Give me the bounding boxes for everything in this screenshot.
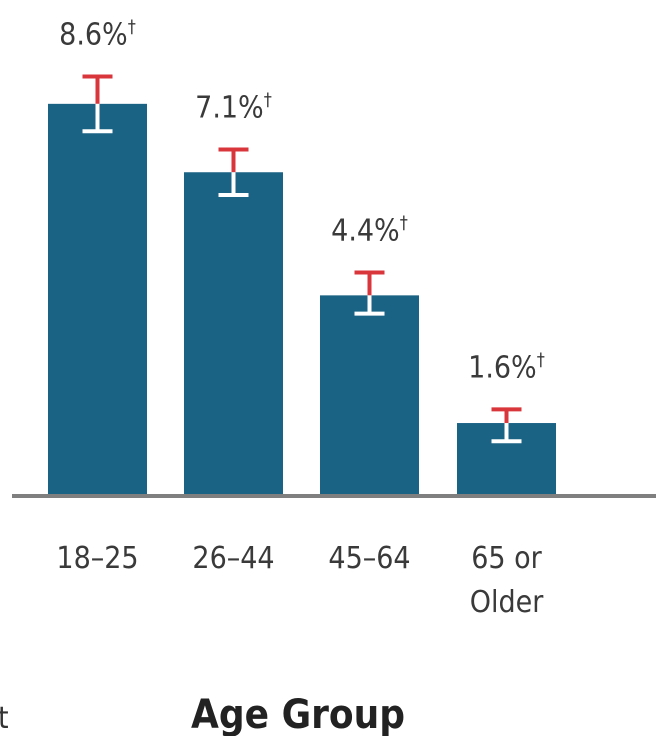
- x-tick-label-line-2-0: 45–64: [328, 541, 410, 576]
- bar-0: [48, 103, 147, 496]
- data-label-3: 1.6%†: [468, 349, 545, 385]
- x-tick-labels-layer: 18–25 26–44 45–64 65 or Older: [56, 541, 544, 620]
- data-label-1: 7.1%†: [195, 89, 272, 125]
- stray-text: t: [0, 701, 9, 736]
- x-tick-label-3: 65 or Older: [470, 541, 544, 620]
- x-tick-label-line-3-1: Older: [470, 585, 544, 620]
- x-tick-label-line-3-0: 65 or: [471, 541, 542, 576]
- x-tick-label-1: 26–44: [192, 541, 274, 576]
- x-tick-label-0: 18–25: [56, 541, 138, 576]
- x-tick-label-2: 45–64: [328, 541, 410, 576]
- x-tick-label-line-0-0: 18–25: [56, 541, 138, 576]
- dagger-marker-2: †: [400, 213, 408, 234]
- dagger-marker-3: †: [537, 349, 545, 370]
- data-label-0: 8.6%†: [59, 16, 136, 52]
- dagger-marker-1: †: [264, 89, 272, 110]
- x-tick-label-line-1-0: 26–44: [192, 541, 274, 576]
- dagger-marker-0: †: [128, 16, 136, 37]
- bar-2: [320, 295, 419, 496]
- bar-1: [184, 172, 283, 497]
- error-bars-layer: [82, 74, 522, 444]
- bars-layer: [48, 103, 556, 497]
- x-axis-title: Age Group: [191, 692, 405, 736]
- data-label-2: 4.4%†: [331, 213, 408, 249]
- data-labels-layer: 8.6%† 7.1%† 4.4%† 1.6%†: [59, 16, 545, 385]
